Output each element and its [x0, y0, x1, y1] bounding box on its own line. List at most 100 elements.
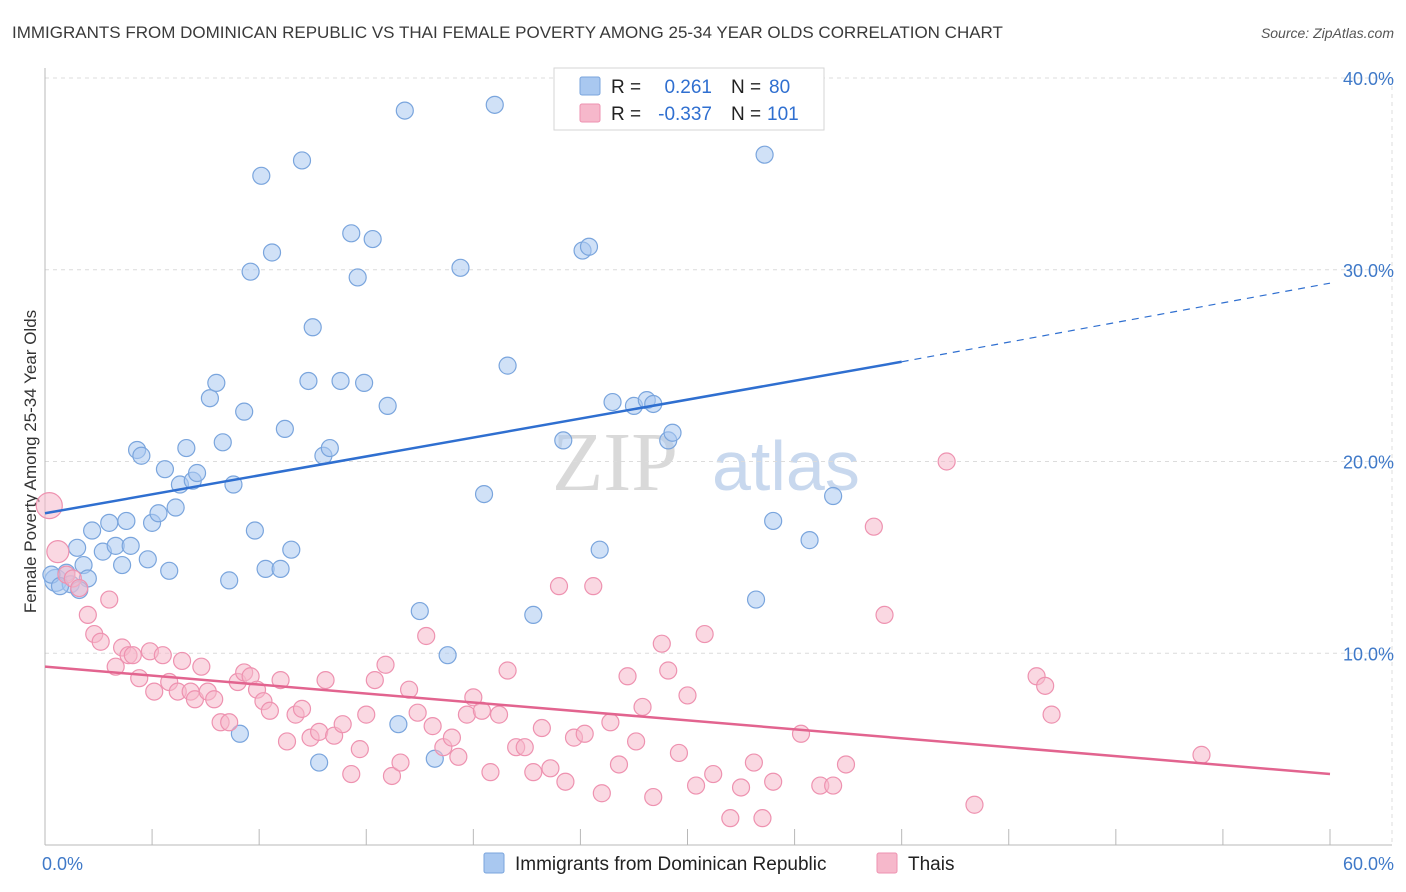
- dominican-point: [331, 371, 350, 391]
- dominican-point: [451, 258, 470, 277]
- thai-point: [1192, 745, 1211, 764]
- thai-point: [382, 766, 402, 786]
- dominican-point: [117, 511, 136, 531]
- thai-point: [100, 590, 119, 609]
- dominican-trend-line: [44, 360, 902, 515]
- thai-point: [626, 732, 646, 751]
- thai-point: [457, 705, 477, 724]
- dominican-point: [149, 504, 168, 523]
- thai-point: [652, 634, 671, 653]
- thai-point: [376, 655, 395, 674]
- dominican-point: [824, 486, 843, 506]
- thai-point: [489, 705, 509, 724]
- dominican-point: [213, 433, 232, 452]
- thai-point: [1036, 676, 1055, 695]
- legend-label-thais: Thais: [908, 854, 954, 875]
- thai-point: [721, 809, 740, 828]
- thai-point: [669, 743, 689, 763]
- legend-n-value-pink: 101: [767, 104, 799, 125]
- dominican-point: [310, 753, 329, 772]
- dominican-point: [155, 460, 175, 479]
- thai-point: [417, 626, 436, 646]
- dominican-point: [177, 438, 196, 458]
- y-tick-labels: 10.0% 20.0% 30.0% 40.0%: [1343, 69, 1394, 664]
- trend-lines: [44, 282, 1331, 776]
- thai-point: [153, 646, 172, 665]
- thai-point: [271, 670, 290, 690]
- thai-point: [292, 699, 312, 718]
- dominican-point: [138, 550, 157, 569]
- dominican-trend-extension: [901, 282, 1331, 363]
- thai-point: [556, 772, 575, 791]
- thai-point: [357, 705, 376, 724]
- legend-r-label-blue: R =: [611, 77, 641, 98]
- thai-point: [442, 728, 462, 747]
- legend-r-label-pink: R =: [611, 104, 641, 125]
- dominican-point: [342, 224, 361, 243]
- thai-point: [365, 670, 384, 690]
- series-thai-points: [35, 452, 1211, 828]
- thai-point: [864, 517, 883, 536]
- dominican-point: [485, 95, 504, 114]
- watermark: ZIP atlas: [552, 416, 860, 509]
- thai-point: [130, 669, 149, 688]
- x-tick-label-min: 0.0%: [42, 854, 83, 874]
- dominican-point: [275, 419, 294, 439]
- dominican-point: [132, 446, 151, 465]
- chart-source: Source: ZipAtlas.com: [1261, 25, 1394, 41]
- thai-point: [592, 784, 611, 803]
- thai-trend-line: [44, 665, 1331, 776]
- thai-point: [937, 452, 956, 471]
- thai-point: [260, 701, 279, 720]
- thai-point: [575, 724, 594, 743]
- dominican-point: [121, 536, 140, 555]
- legend-swatch-blue: [579, 76, 601, 96]
- chart-title: IMMIGRANTS FROM DOMINICAN REPUBLIC VS TH…: [12, 23, 1003, 42]
- thai-point: [731, 778, 751, 797]
- y-tick-label: 20.0%: [1343, 453, 1394, 473]
- thai-point: [601, 713, 620, 732]
- y-tick-label: 30.0%: [1343, 261, 1394, 281]
- dominican-point: [348, 268, 367, 287]
- dominican-point: [363, 229, 382, 249]
- dominican-point: [160, 561, 179, 580]
- dominican-point: [579, 237, 599, 256]
- dominican-point: [100, 513, 119, 532]
- thai-point: [584, 577, 603, 596]
- legend-n-value-blue: 80: [769, 77, 790, 98]
- dominican-point: [220, 571, 239, 590]
- axes: [44, 68, 1392, 846]
- thai-point: [541, 759, 560, 778]
- thai-point: [524, 763, 543, 782]
- dominican-point: [355, 373, 374, 392]
- thai-point: [633, 697, 652, 717]
- dominican-point: [83, 521, 102, 540]
- thai-point: [449, 747, 468, 766]
- dominican-point: [498, 356, 517, 375]
- thai-point: [310, 722, 329, 741]
- dominican-point: [271, 559, 290, 578]
- thai-point: [316, 670, 335, 690]
- thai-point: [1042, 705, 1061, 724]
- thai-point: [836, 755, 856, 774]
- thai-point: [875, 605, 894, 625]
- thai-point: [659, 661, 678, 680]
- thai-point: [791, 724, 811, 743]
- dominican-point: [230, 724, 249, 743]
- thai-point: [824, 776, 843, 795]
- series-dominican-points: [42, 95, 843, 772]
- dominican-point: [764, 511, 783, 531]
- thai-point: [609, 755, 629, 774]
- thai-point: [391, 753, 410, 772]
- thai-point: [678, 686, 697, 705]
- dominican-point: [207, 373, 226, 392]
- dominican-point: [474, 484, 494, 504]
- legend-swatch-dominican: [483, 852, 505, 874]
- thai-point: [106, 657, 125, 676]
- thai-point: [78, 605, 97, 625]
- dominican-point: [395, 101, 414, 120]
- dominican-point: [603, 392, 622, 412]
- dominican-point: [389, 715, 408, 734]
- thai-point: [644, 787, 663, 807]
- thai-point: [744, 753, 763, 772]
